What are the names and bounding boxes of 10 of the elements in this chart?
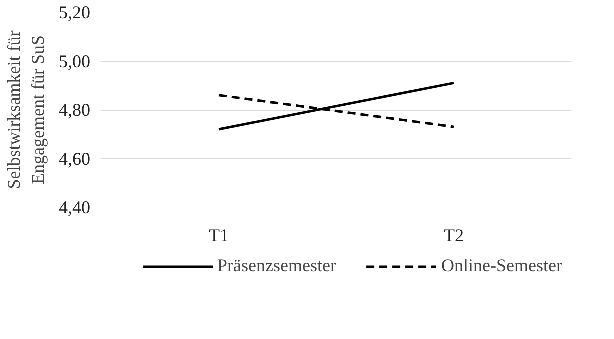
- x-tick-label: T1: [209, 226, 229, 246]
- y-tick-label: 4,80: [59, 100, 90, 120]
- y-tick-label: 5,00: [59, 51, 90, 72]
- y-tick-label: 5,20: [59, 2, 90, 22]
- legend-label: Online-Semester: [441, 256, 562, 276]
- legend-label: Präsenzsemester: [218, 256, 336, 276]
- y-tick-label: 4,60: [59, 148, 90, 169]
- x-tick-label: T2: [444, 226, 464, 246]
- y-axis-title: Selbstwirksamkeit für Engagement für SuS: [4, 30, 48, 190]
- y-tick-label: 4,40: [59, 198, 90, 218]
